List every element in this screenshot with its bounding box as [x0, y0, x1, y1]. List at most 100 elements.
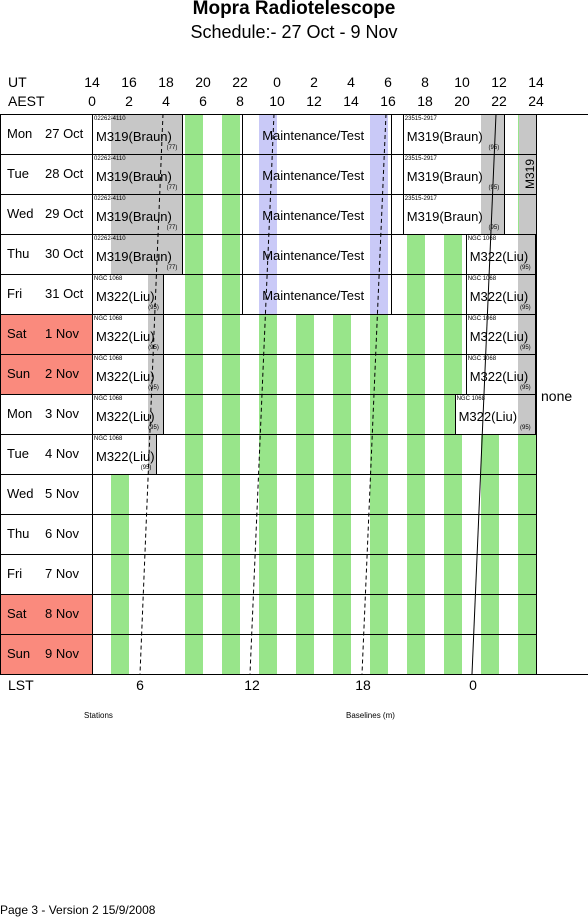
block-outline: [92, 354, 165, 394]
ut-tick: 8: [421, 74, 429, 90]
ut-tick: 14: [84, 74, 100, 90]
source-name: NGC 1068: [456, 396, 485, 402]
ut-tick: 20: [195, 74, 211, 90]
block-outline: [402, 194, 505, 234]
source-name: NGC 1068: [94, 436, 123, 442]
aest-tick: 0: [88, 93, 96, 109]
weekday: Tue: [7, 166, 29, 181]
grid-edge: [92, 114, 93, 674]
block-outline: [454, 394, 536, 434]
row-divider: [0, 554, 536, 555]
project-code: M319(Braun): [406, 169, 483, 184]
block-outline: [465, 274, 536, 314]
source-name: 23515-2917: [404, 196, 437, 202]
date: 30 Oct: [45, 246, 84, 261]
row-divider: [0, 194, 536, 195]
grid-edge: [536, 674, 588, 675]
weekday: Mon: [7, 406, 33, 421]
lst-tick-6: 6: [136, 677, 144, 693]
date: 27 Oct: [45, 126, 84, 141]
row-divider: [0, 514, 536, 515]
weekday: Thu: [7, 526, 30, 541]
rating: (77): [166, 225, 178, 231]
row-divider: [0, 634, 536, 635]
day-label: Fri 31 Oct: [0, 274, 92, 314]
m322-liu-block-overlap: [517, 394, 536, 434]
weekday: Fri: [7, 286, 23, 301]
weekday: Wed: [7, 206, 34, 221]
maintenance-label: Maintenance/Test: [262, 128, 365, 143]
weekday: Tue: [7, 446, 29, 461]
block-outline: [92, 394, 165, 434]
grid-edge: [0, 114, 1, 674]
day-label: Mon 3 Nov: [0, 394, 92, 434]
ut-tick: 12: [491, 74, 507, 90]
date: 6 Nov: [45, 526, 79, 541]
ut-tick: 4: [347, 74, 355, 90]
block-outline: [92, 234, 183, 274]
row-divider: [0, 314, 536, 315]
none-label: none: [541, 388, 573, 404]
aest-tick: 24: [528, 93, 544, 109]
source-name: NGC 1068: [94, 276, 123, 282]
weekday: Sun: [7, 366, 31, 381]
block-outline: [465, 314, 536, 354]
block-outline: [92, 114, 183, 154]
day-label: Wed 5 Nov: [0, 474, 92, 514]
rating: (77): [166, 265, 178, 271]
source-name: 23515-2917: [404, 156, 437, 162]
source-name: 02262-4110: [94, 196, 126, 202]
aest-tick: 4: [162, 93, 170, 109]
row-divider: [0, 474, 536, 475]
ut-tick: 0: [273, 74, 281, 90]
date: 7 Nov: [45, 566, 79, 581]
date: 4 Nov: [45, 446, 79, 461]
block-outline: [92, 274, 165, 314]
block-outline: [402, 154, 505, 194]
grid-edge: [536, 114, 537, 674]
day-label: Sat 1 Nov: [0, 314, 92, 354]
ut-tick: 22: [232, 74, 248, 90]
maintenance-label: Maintenance/Test: [262, 248, 365, 263]
date: 1 Nov: [45, 326, 79, 341]
weekday: Sun: [7, 646, 31, 661]
maintenance-label: Maintenance/Test: [262, 168, 365, 183]
ut-tick: 16: [121, 74, 137, 90]
maintenance-label: Maintenance/Test: [262, 208, 365, 223]
maintenance-label: Maintenance/Test: [262, 288, 365, 303]
block-outline: [402, 114, 505, 154]
grid-edge: [536, 114, 588, 115]
block-outline: [241, 194, 392, 234]
m319-vertical-shade: [519, 114, 536, 234]
source-name: 02262-4110: [94, 116, 126, 122]
ut-tick: 10: [454, 74, 470, 90]
lst-axis-label: LST: [8, 677, 34, 693]
m322-liu-block-overlap: [517, 314, 536, 354]
weekday: Fri: [7, 566, 23, 581]
date: 3 Nov: [45, 406, 79, 421]
aest-tick: 16: [380, 93, 396, 109]
block-outline: [92, 154, 183, 194]
aest-tick: 2: [125, 93, 133, 109]
lst-tick-12: 12: [244, 677, 260, 693]
project-code: M319(Braun): [406, 209, 483, 224]
day-label: Sat 8 Nov: [0, 594, 92, 634]
block-outline: [92, 314, 165, 354]
row-divider: [0, 674, 536, 675]
day-label: Thu 6 Nov: [0, 514, 92, 554]
day-label: Sun 2 Nov: [0, 354, 92, 394]
date: 5 Nov: [45, 486, 79, 501]
source-name: 02262-4110: [94, 236, 126, 242]
ut-tick: 2: [310, 74, 318, 90]
rating: (95): [520, 305, 531, 311]
row-divider: [0, 394, 536, 395]
day-label: Mon 27 Oct: [0, 114, 92, 154]
row-divider: [0, 594, 536, 595]
row-divider: [0, 354, 536, 355]
aest-tick: 8: [236, 93, 244, 109]
day-label: Fri 7 Nov: [0, 554, 92, 594]
date: 28 Oct: [45, 166, 84, 181]
block-outline: [241, 114, 392, 154]
date: 8 Nov: [45, 606, 79, 621]
aest-tick: 14: [343, 93, 359, 109]
